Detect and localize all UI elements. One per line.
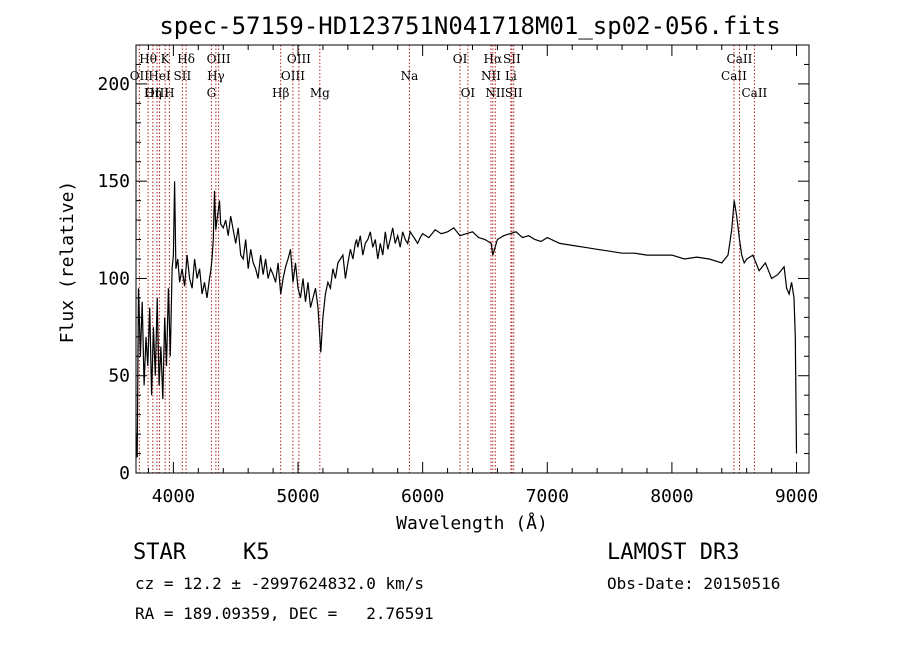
object-subclass: K5 [243,540,270,565]
y-tick-label: 50 [108,366,130,387]
y-tick-label: 150 [97,171,130,192]
line-marker-label: OII [130,69,150,83]
x-tick-label: 4000 [152,486,195,507]
obs-date: Obs-Date: 20150516 [607,574,781,593]
line-marker-label: OI [461,86,476,100]
line-marker-label: NII [485,86,505,100]
line-marker-label: OI [453,52,468,66]
line-marker-label: CaII [741,86,767,100]
line-marker-label: Hθ [139,52,157,66]
line-marker-label: OIII [145,86,169,100]
spectrum-line [136,181,798,458]
line-marker-label: Mg [310,86,330,100]
line-marker-label: HeI [148,69,171,83]
plot-axes: 4000 5000 6000 7000 8000 9000 0 50 100 150 200 [97,44,818,507]
coordinates: RA = 189.09359, DEC = 2.76591 [135,604,434,623]
line-marker-label: Hη [144,86,162,100]
x-tick-label: 5000 [276,486,319,507]
line-marker-label: Hα [484,52,503,66]
line-marker-label: SII [174,69,192,83]
line-marker-label: OIII [287,52,311,66]
line-marker-label: OIII [281,69,305,83]
redshift-readout: cz = 12.2 ± -2997624832.0 km/s [135,574,424,593]
x-tick-label: 7000 [526,486,569,507]
y-tick-label: 100 [97,268,130,289]
line-marker-label: K [161,52,171,66]
x-tick-label: 9000 [775,486,818,507]
line-marker-label: SII [503,52,521,66]
line-marker-label: CaII [721,69,747,83]
x-tick-label: 6000 [401,486,444,507]
y-tick-label: 200 [97,74,130,95]
line-marker-label: H [164,86,174,100]
line-marker-label: NII [481,69,501,83]
line-marker-label: CaII [727,52,753,66]
line-marker-label: Hδ [177,52,195,66]
y-tick-label: 0 [119,463,130,484]
y-axis-label: Flux (relative) [57,181,78,344]
x-tick-label: 8000 [650,486,693,507]
line-marker-label: Hβ [272,86,289,100]
line-marker-label: G [207,86,217,100]
survey-label: LAMOST DR3 [607,540,740,565]
line-marker-label: Na [401,69,419,83]
chart-title: spec-57159-HD123751N041718M01_sp02-056.f… [159,12,780,40]
line-marker-label: Li [505,69,517,83]
object-class: STAR [133,540,186,565]
line-marker-label: SII [505,86,523,100]
line-marker-label: Hγ [207,69,225,83]
spectrum-series [136,181,798,458]
line-marker-label: OIII [207,52,231,66]
x-axis-label: Wavelength (Å) [396,512,548,534]
